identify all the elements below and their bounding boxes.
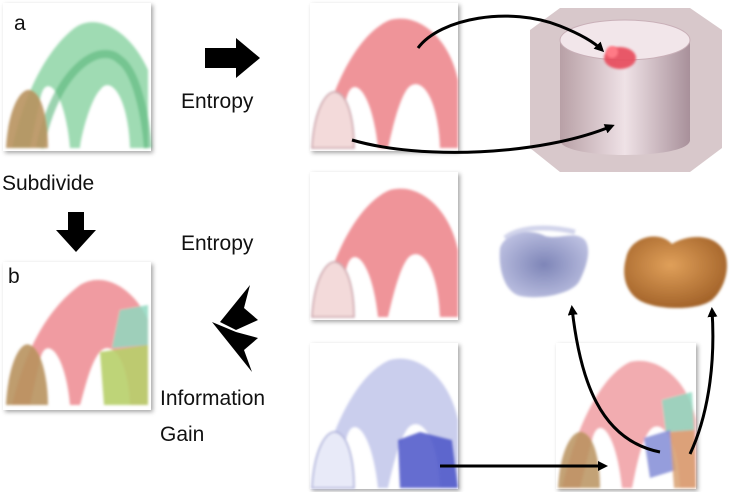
orange-volume-render [624, 236, 727, 309]
entropy-mid-histogram [310, 172, 458, 320]
information-gain-label-line2: Gain [160, 423, 205, 446]
info-gain-histogram [310, 343, 458, 489]
information-gain-label-line1: Information [160, 387, 266, 410]
entropy-top-label: Entropy [181, 90, 254, 113]
entropy-right-arrow [205, 38, 260, 78]
combined-to-orange-render-arrow [688, 307, 718, 455]
blue-volume-render [499, 225, 589, 298]
connector-arrows [351, 14, 718, 471]
entropy-top-histogram [310, 3, 458, 151]
subdivide-label: Subdivide [2, 172, 95, 195]
subdivide-arrow [56, 212, 96, 252]
combined-to-blue-render-arrow [567, 305, 661, 454]
panel-b-letter: b [8, 265, 20, 288]
info-gain-chevron-arrow [212, 322, 258, 372]
entropy-chevron-arrow [220, 285, 258, 330]
panel-a-letter: a [14, 12, 26, 35]
panel-a-histogram [3, 3, 152, 151]
panel-b-histogram [3, 262, 151, 410]
red-peak-to-cylinder-arrow [416, 14, 605, 53]
white-lobe-to-cylinder-arrow [351, 124, 615, 154]
entropy-mid-label: Entropy [181, 232, 254, 255]
cylinder-volume-render [530, 8, 722, 172]
